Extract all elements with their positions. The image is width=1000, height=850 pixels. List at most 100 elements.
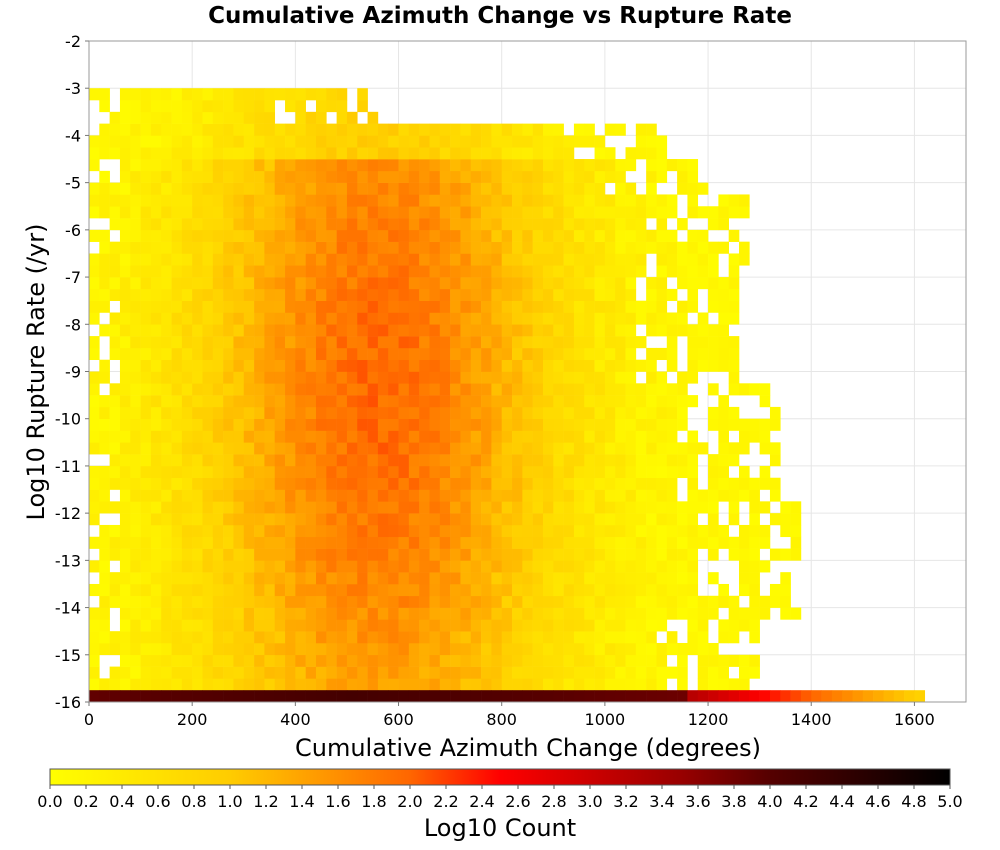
- heatmap-cell: [573, 572, 585, 585]
- heatmap-cell: [388, 312, 399, 325]
- heatmap-cell: [739, 548, 750, 561]
- heatmap-cell: [181, 253, 193, 266]
- y-tick-label: -4: [65, 126, 81, 145]
- heatmap-cell: [491, 572, 503, 585]
- heatmap-cell: [202, 265, 214, 278]
- heatmap-cell: [192, 100, 203, 113]
- heatmap-cell: [470, 560, 482, 573]
- heatmap-cell: [697, 666, 709, 679]
- heatmap-cell: [388, 300, 399, 313]
- heatmap-cell: [563, 406, 575, 420]
- heatmap-cell: [460, 241, 472, 254]
- heatmap-cell: [388, 277, 399, 290]
- heatmap-cell: [646, 182, 657, 195]
- heatmap-cell: [439, 442, 451, 455]
- heatmap-cell: [336, 524, 348, 538]
- heatmap-cell: [243, 135, 255, 148]
- heatmap-cell: [573, 229, 585, 242]
- heatmap-cell: [305, 182, 317, 195]
- heatmap-cell: [315, 159, 327, 172]
- heatmap-cell: [315, 135, 327, 148]
- heatmap-cell: [553, 430, 564, 443]
- heatmap-cell: [119, 465, 131, 479]
- heatmap-cell: [470, 218, 482, 231]
- heatmap-cell: [192, 277, 203, 290]
- heatmap-cell: [233, 477, 245, 490]
- heatmap-cell: [150, 159, 162, 172]
- heatmap-cell: [99, 147, 110, 160]
- heatmap-cell: [130, 607, 141, 620]
- heatmap-cell: [254, 536, 265, 549]
- heatmap-cell: [346, 583, 358, 597]
- heatmap-cell: [161, 477, 172, 490]
- chart-title: Cumulative Azimuth Change vs Rupture Rat…: [208, 3, 792, 29]
- heatmap-cell: [439, 182, 451, 195]
- heatmap-cell: [408, 619, 420, 632]
- heatmap-cell: [542, 678, 554, 691]
- heatmap-cell: [192, 265, 203, 278]
- heatmap-cell: [109, 324, 121, 337]
- heatmap-cell: [119, 88, 131, 101]
- heatmap-cell: [398, 572, 410, 585]
- heatmap-cell: [357, 583, 368, 597]
- heatmap-cell: [305, 465, 317, 479]
- heatmap-cell: [542, 347, 554, 360]
- heatmap-cell: [233, 454, 245, 467]
- heatmap-cell: [181, 347, 193, 360]
- heatmap-cell: [181, 642, 193, 656]
- heatmap-cell: [532, 277, 544, 290]
- heatmap-cell: [481, 560, 492, 573]
- heatmap-cell: [336, 477, 348, 490]
- heatmap-cell: [408, 123, 420, 136]
- heatmap-cell: [367, 135, 379, 148]
- heatmap-cell: [181, 548, 193, 561]
- heatmap-cell: [346, 218, 358, 231]
- heatmap-cell: [346, 489, 358, 502]
- heatmap-cell: [161, 123, 172, 136]
- heatmap-cell: [501, 678, 513, 691]
- heatmap-cell: [150, 135, 162, 148]
- heatmap-cell: [243, 253, 255, 266]
- heatmap-cell: [295, 383, 306, 396]
- heatmap-cell: [666, 265, 678, 278]
- x-tick-label: 600: [383, 710, 414, 729]
- heatmap-cell: [573, 383, 585, 396]
- heatmap-cell: [377, 642, 389, 656]
- heatmap-cell: [501, 418, 513, 431]
- heatmap-cell: [728, 383, 740, 396]
- heatmap-cell: [408, 277, 420, 290]
- heatmap-cell: [635, 513, 647, 526]
- heatmap-cell: [346, 607, 358, 620]
- heatmap-cell: [481, 147, 492, 160]
- heatmap-cell: [646, 123, 657, 136]
- heatmap-cell: [615, 229, 626, 242]
- heatmap-cell: [377, 123, 389, 136]
- heatmap-cell: [233, 241, 245, 254]
- heatmap-cell: [708, 336, 719, 349]
- heatmap-cell: [171, 501, 183, 514]
- heatmap-cell: [274, 619, 286, 632]
- heatmap-cell: [336, 536, 348, 549]
- heatmap-cell: [367, 347, 379, 360]
- heatmap-cell: [604, 395, 616, 408]
- heatmap-cell: [501, 277, 513, 290]
- heatmap-cell: [150, 359, 162, 372]
- heatmap-cell: [481, 595, 492, 608]
- heatmap-cell: [419, 607, 430, 620]
- heatmap-cell: [336, 135, 348, 148]
- heatmap-cell: [119, 572, 131, 585]
- y-tick-label: -9: [65, 363, 81, 382]
- heatmap-cell: [532, 288, 544, 301]
- heatmap-cell: [243, 241, 255, 254]
- heatmap-cell: [666, 418, 678, 431]
- heatmap-cell: [99, 690, 110, 702]
- heatmap-cell: [181, 170, 193, 183]
- heatmap-cell: [367, 253, 379, 266]
- heatmap-cell: [687, 607, 699, 620]
- heatmap-cell: [677, 170, 688, 183]
- heatmap-cell: [408, 430, 420, 443]
- heatmap-cell: [666, 572, 678, 585]
- heatmap-cell: [254, 312, 265, 325]
- heatmap-cell: [305, 454, 317, 467]
